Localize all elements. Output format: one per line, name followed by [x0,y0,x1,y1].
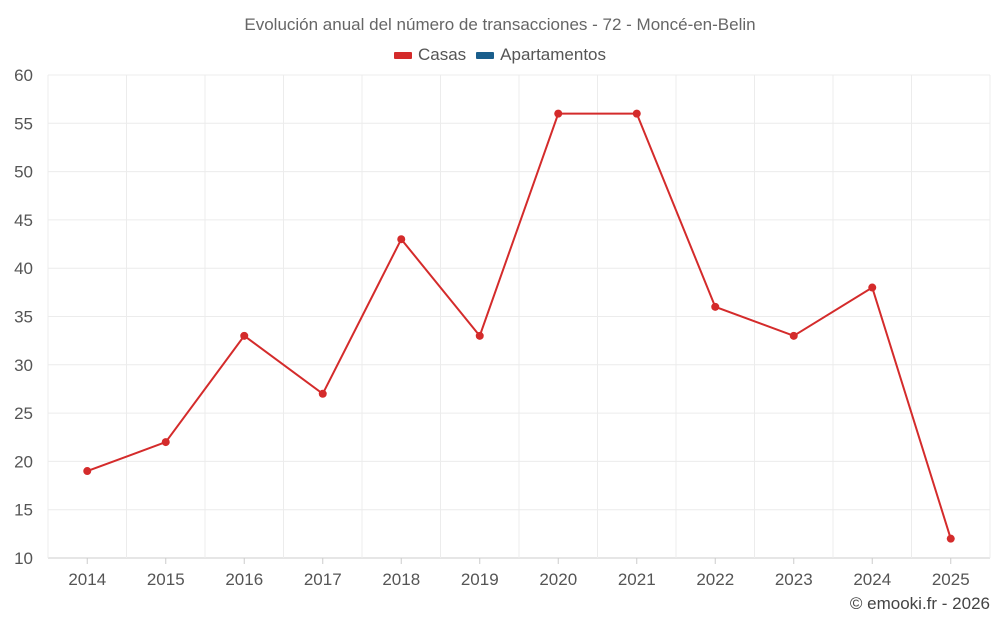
x-tick-label: 2024 [853,570,891,589]
legend-swatch-casas [393,51,412,59]
x-tick-label: 2020 [539,570,577,589]
y-tick-label: 10 [14,549,33,568]
copyright-footer: © emooki.fr - 2026 [849,594,990,613]
data-point [554,109,563,118]
data-point [240,331,249,340]
y-tick-label: 50 [14,163,33,182]
data-point [161,438,170,447]
x-tick-label: 2018 [382,570,420,589]
data-point [632,109,641,118]
y-tick-label: 60 [14,66,33,85]
data-point [318,389,327,398]
legend: Casas Apartamentos [0,45,1000,65]
y-tick-label: 40 [14,259,33,278]
x-tick-label: 2019 [461,570,499,589]
x-tick-label: 2023 [775,570,813,589]
x-tick-label: 2025 [932,570,970,589]
x-tick-label: 2017 [304,570,342,589]
chart-title: Evolución anual del número de transaccio… [244,15,756,34]
y-tick-label: 35 [14,308,33,327]
y-tick-label: 20 [14,452,33,471]
legend-item-casas[interactable]: Casas [393,45,467,65]
legend-label-apartamentos: Apartamentos [500,45,607,64]
y-tick-label: 15 [14,501,33,520]
y-tick-label: 55 [14,114,33,133]
x-tick-label: 2022 [696,570,734,589]
y-tick-label: 30 [14,356,33,375]
legend-swatch-apartamentos [476,51,495,59]
data-point [868,283,877,292]
data-point [475,331,484,340]
y-tick-label: 45 [14,211,33,230]
x-tick-label: 2014 [68,570,106,589]
data-point [711,302,720,311]
legend-item-apartamentos[interactable]: Apartamentos [476,45,606,65]
series-line-casas [86,112,952,539]
x-tick-label: 2015 [147,570,185,589]
data-point [397,235,406,244]
x-tick-label: 2021 [618,570,656,589]
data-point [946,534,955,543]
data-point [789,331,798,340]
x-tick-label: 2016 [225,570,263,589]
data-point [83,467,92,476]
legend-label-casas: Casas [417,45,467,64]
y-tick-label: 25 [14,404,33,423]
